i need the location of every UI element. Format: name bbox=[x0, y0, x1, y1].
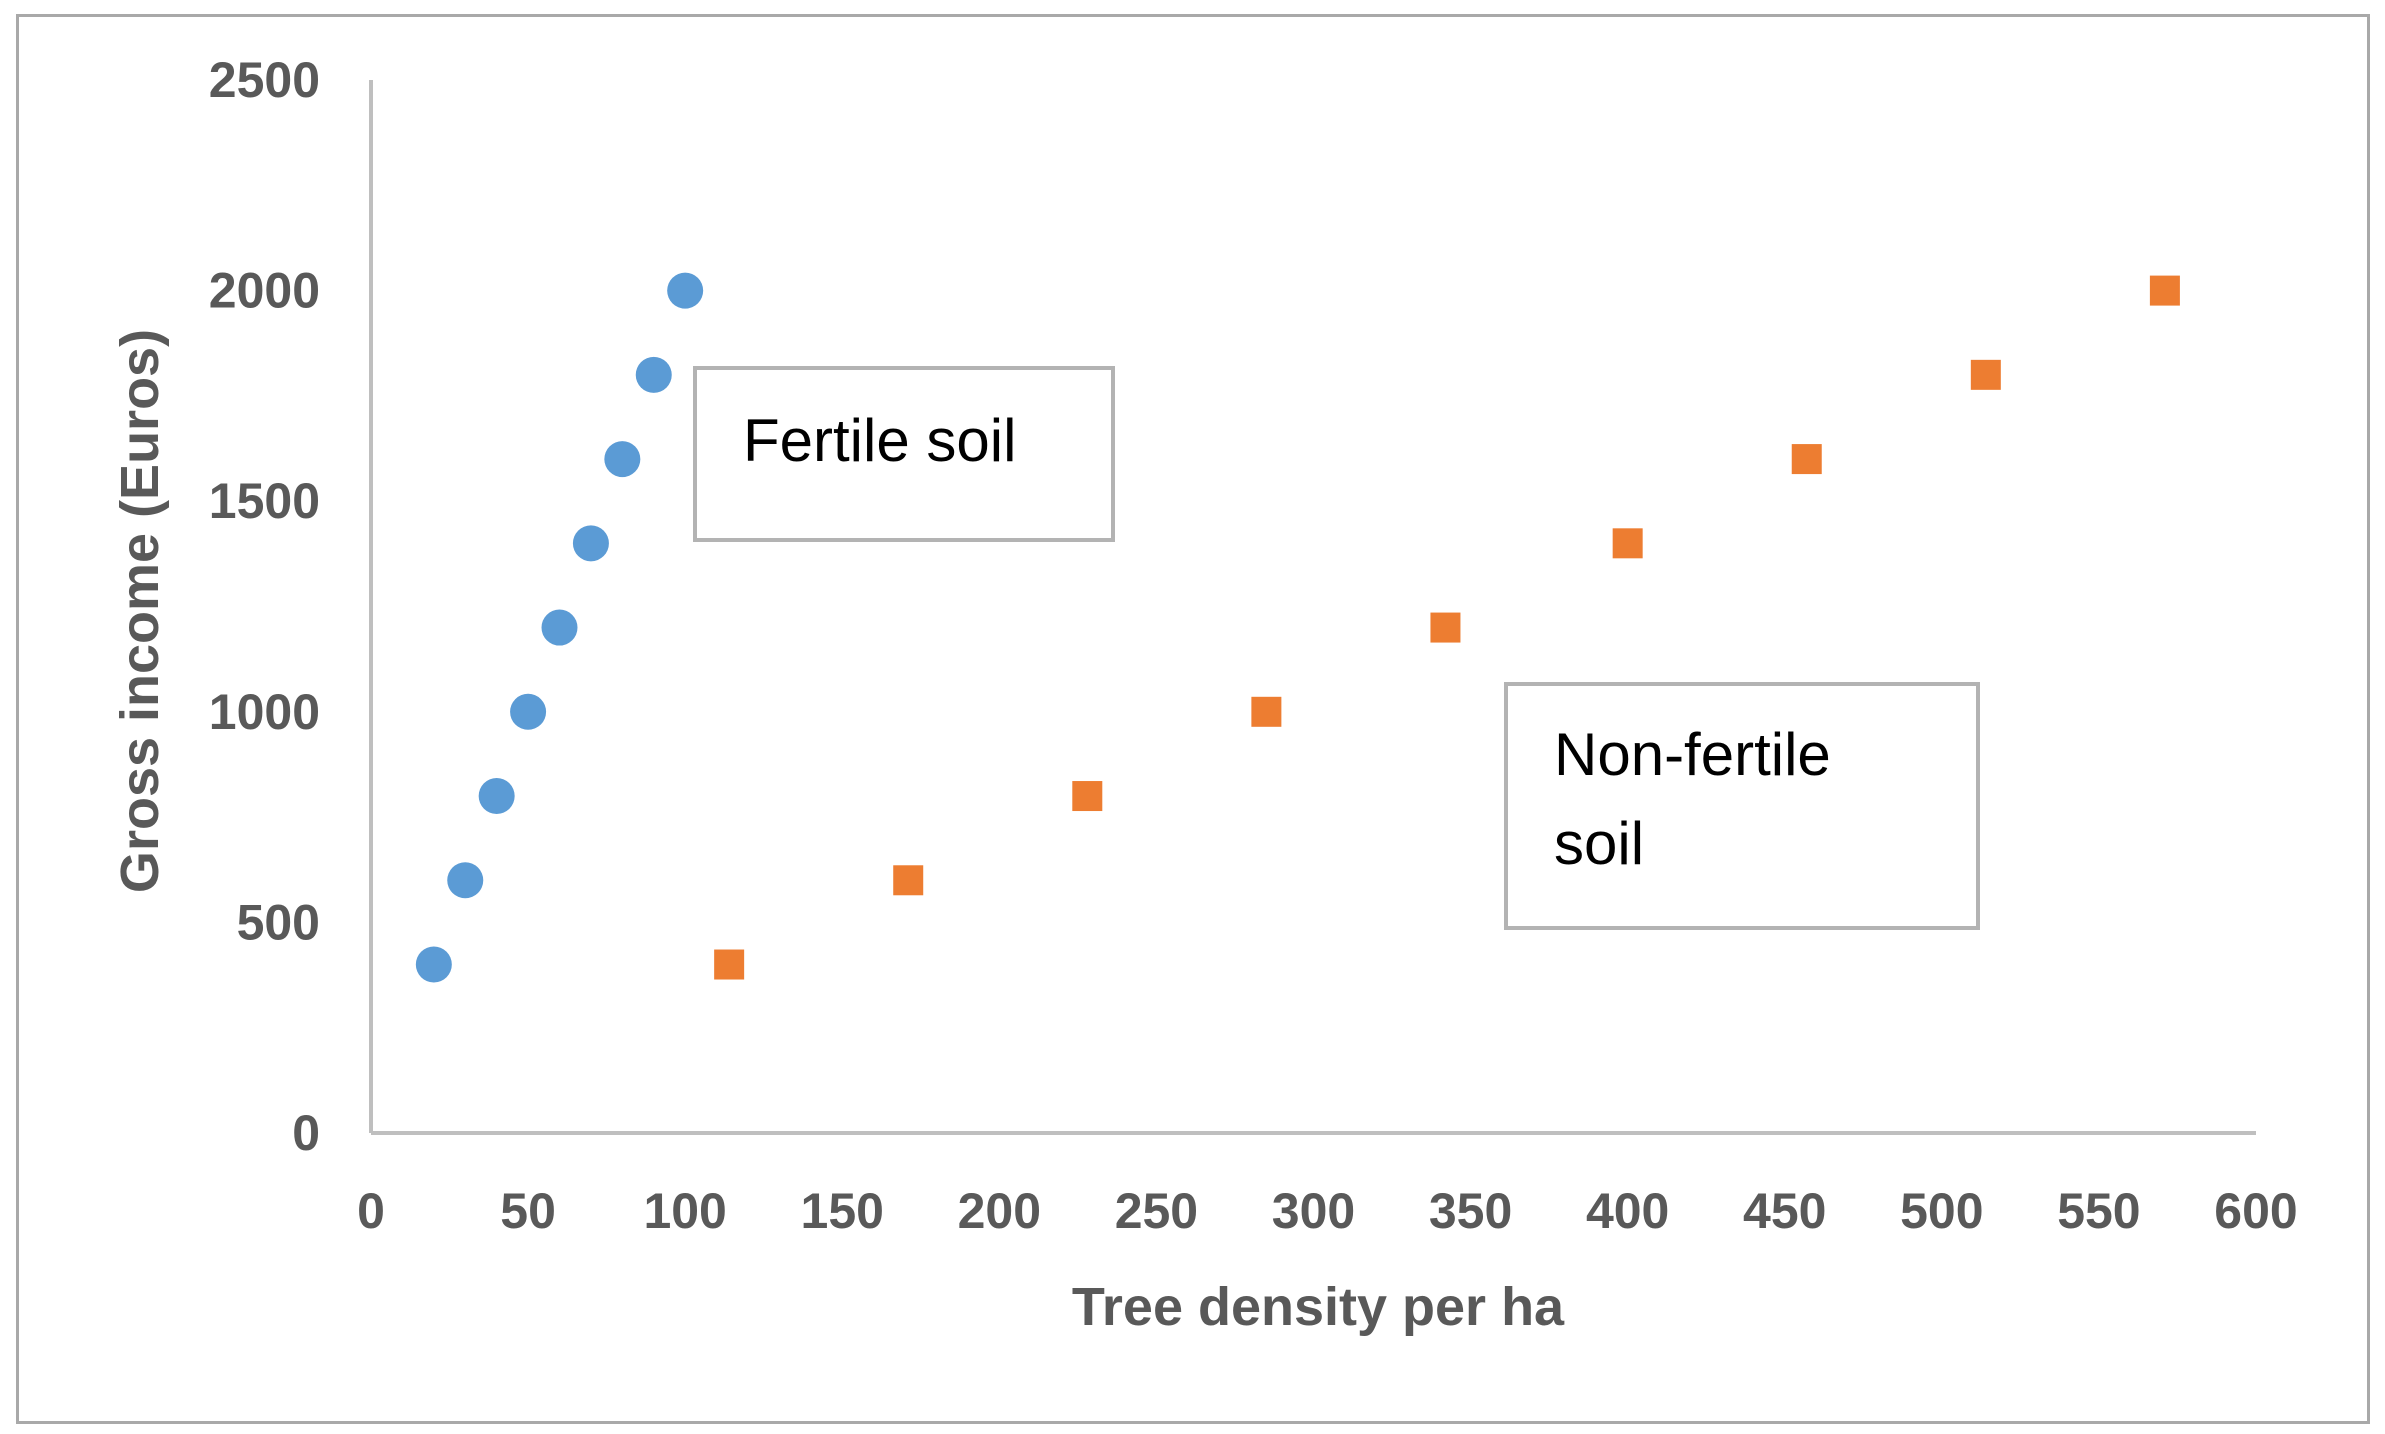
annotations: Fertile soil Non-fertile soil bbox=[693, 366, 1980, 930]
x-tick-label: 550 bbox=[2057, 1183, 2140, 1239]
y-tick-label: 1000 bbox=[209, 684, 320, 740]
axes bbox=[369, 80, 2256, 1135]
series-2 bbox=[714, 275, 2180, 980]
data-point-square bbox=[1791, 444, 1822, 475]
data-point-circle bbox=[635, 356, 672, 393]
x-tick-label: 150 bbox=[801, 1183, 884, 1239]
data-point-square bbox=[1612, 528, 1643, 559]
x-axis-title: Tree density per ha bbox=[1072, 1277, 1565, 1337]
x-tick-label: 300 bbox=[1272, 1183, 1355, 1239]
data-point-circle bbox=[447, 862, 484, 899]
x-tick-label: 250 bbox=[1115, 1183, 1198, 1239]
x-tick-label: 400 bbox=[1586, 1183, 1669, 1239]
annotation-non-fertile-soil-line1: Non-fertile bbox=[1554, 721, 1831, 788]
y-tick-label: 1500 bbox=[209, 473, 320, 529]
y-tick-label: 2500 bbox=[209, 52, 320, 108]
y-tick-label: 0 bbox=[292, 1105, 320, 1161]
annotation-non-fertile-soil-box bbox=[1504, 682, 1980, 930]
x-tick-label: 200 bbox=[958, 1183, 1041, 1239]
x-tick-label: 0 bbox=[357, 1183, 385, 1239]
y-tick-label: 2000 bbox=[209, 263, 320, 319]
x-tick-label: 50 bbox=[500, 1183, 556, 1239]
data-point-square bbox=[893, 865, 924, 896]
annotation-fertile-soil: Fertile soil bbox=[693, 366, 1115, 542]
data-point-circle bbox=[604, 441, 641, 478]
data-point-square bbox=[1430, 612, 1461, 643]
annotation-non-fertile-soil-line2: soil bbox=[1554, 810, 1644, 877]
y-axis-title: Gross income (Euros) bbox=[110, 329, 170, 893]
x-tick-label: 500 bbox=[1900, 1183, 1983, 1239]
data-point-circle bbox=[667, 272, 704, 309]
tick-labels: 0 50 100 150 200 250 300 350 400 450 500 550 600 0 500… bbox=[209, 52, 2298, 1239]
series-1 bbox=[415, 272, 704, 983]
annotation-fertile-soil-text: Fertile soil bbox=[743, 407, 1016, 474]
data-point-square bbox=[1970, 359, 2001, 390]
x-tick-label: 450 bbox=[1743, 1183, 1826, 1239]
data-point-circle bbox=[478, 778, 515, 815]
x-tick-label: 350 bbox=[1429, 1183, 1512, 1239]
data-point-square bbox=[1072, 781, 1103, 812]
data-point-square bbox=[714, 949, 745, 980]
y-tick-label: 500 bbox=[237, 894, 320, 950]
data-point-circle bbox=[572, 525, 609, 562]
data-points bbox=[415, 272, 2180, 983]
data-point-circle bbox=[541, 609, 578, 646]
data-point-circle bbox=[510, 693, 547, 730]
x-tick-label: 100 bbox=[643, 1183, 726, 1239]
x-tick-label: 600 bbox=[2214, 1183, 2297, 1239]
annotation-fertile-soil-box bbox=[693, 366, 1115, 542]
annotation-non-fertile-soil: Non-fertile soil bbox=[1504, 682, 1980, 930]
data-point-square bbox=[1251, 696, 1282, 727]
data-point-square bbox=[2149, 275, 2180, 306]
data-point-circle bbox=[415, 946, 452, 983]
